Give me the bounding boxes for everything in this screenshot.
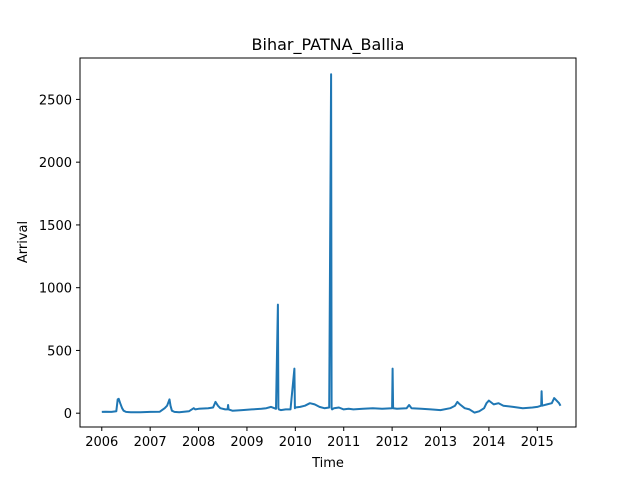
- x-axis-ticks: 2006 2007 2008 2009 2010 2011 2012 2013 2014 2015: [85, 427, 554, 450]
- y-axis-ticks: 0 500 1000 1500 2000 2500: [39, 93, 80, 422]
- chart-title: Bihar_PATNA_Ballia: [252, 35, 405, 55]
- x-tick-label: 2013: [424, 435, 457, 450]
- x-tick-label: 2015: [521, 435, 554, 450]
- x-tick-label: 2008: [182, 435, 215, 450]
- x-axis-label: Time: [311, 456, 344, 471]
- y-tick-label: 1500: [39, 219, 72, 234]
- x-tick-label: 2012: [376, 435, 409, 450]
- y-tick-label: 2000: [39, 156, 72, 171]
- x-tick-label: 2014: [472, 435, 505, 450]
- y-axis-label: Arrival: [16, 221, 31, 263]
- x-tick-label: 2010: [279, 435, 312, 450]
- x-tick-label: 2007: [134, 435, 167, 450]
- y-tick-label: 2500: [39, 93, 72, 108]
- y-tick-label: 1000: [39, 282, 72, 297]
- series-line: [101, 73, 562, 414]
- x-tick-label: 2006: [85, 435, 118, 450]
- y-tick-label: 0: [64, 407, 72, 422]
- plot-area-frame: [79, 57, 577, 428]
- x-tick-label: 2009: [230, 435, 263, 450]
- y-tick-label: 500: [47, 344, 72, 359]
- x-tick-label: 2011: [327, 435, 360, 450]
